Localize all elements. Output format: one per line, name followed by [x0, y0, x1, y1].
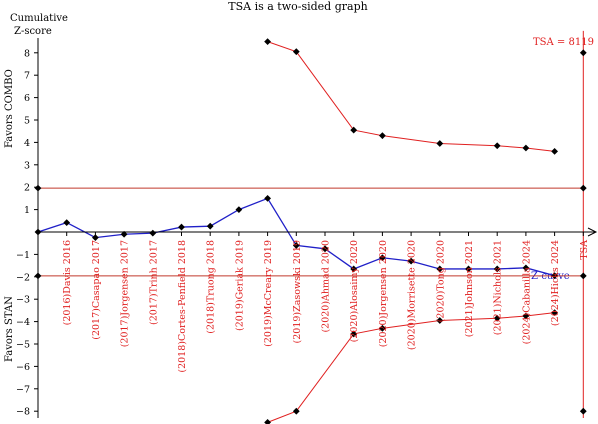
y-tick-label: −4 — [16, 317, 30, 328]
x-tick-label: (2019)Zasowski 2019 — [292, 240, 303, 343]
lower-boundary-point — [264, 419, 271, 424]
y-tick-label: 8 — [24, 48, 30, 59]
x-tick-label: TSA — [579, 240, 590, 260]
y-tick-label: 4 — [24, 138, 30, 149]
z-curve-point — [34, 228, 42, 236]
y-tick-label: −8 — [16, 407, 30, 418]
upper-boundary-point — [436, 140, 444, 147]
z-curve-point — [63, 219, 71, 226]
tsa-marker — [579, 184, 587, 192]
z-curve-point — [551, 272, 558, 280]
x-tick-label: (2021)Nichols 2021 — [493, 240, 504, 335]
x-axis-arrow — [587, 227, 598, 237]
y-tick-label: −5 — [16, 340, 30, 351]
z-curve-point — [264, 195, 271, 202]
x-tick-label: (2017)Casapao 2017 — [91, 240, 102, 340]
y-tick-label: −1 — [16, 250, 30, 261]
x-tick-label: (2019)Geriak 2019 — [234, 240, 245, 331]
lower-boundary-point — [493, 314, 501, 322]
upper-boundary-point — [551, 147, 558, 155]
lower-boundary-point — [350, 330, 358, 338]
x-tick-label: (2020)Jorgensen 2020 — [378, 240, 389, 347]
z-curve-label: Z-curve — [531, 271, 570, 282]
upper-boundary-point — [379, 132, 386, 140]
lower-boundary-point — [551, 309, 558, 317]
chart-title: TSA is a two-sided graph — [228, 0, 367, 13]
z-curve-point — [120, 230, 128, 238]
tsa-marker — [579, 407, 587, 415]
z-curve-point — [407, 257, 415, 265]
y-tick-label: 2 — [24, 183, 30, 194]
y-tick-label: −7 — [16, 384, 30, 395]
upper-boundary-point — [522, 144, 530, 152]
lower-monitoring-boundary — [267, 312, 555, 423]
z-curve-point — [206, 222, 214, 230]
lower-boundary-point — [436, 317, 444, 324]
y-tick-label: 1 — [24, 205, 30, 216]
tsa-label: TSA = 8119 — [533, 37, 594, 48]
upper-boundary-point — [292, 48, 300, 56]
z-curve-point — [92, 234, 99, 241]
x-tick-label: (2017)Jorgensen 2017 — [120, 240, 131, 347]
y-tick-label: 7 — [24, 71, 30, 82]
z-curve-point — [350, 265, 358, 273]
x-tick-label: (2020)Alosaimy 2020 — [349, 240, 360, 342]
upper-boundary-point — [493, 142, 501, 150]
z-curve-point — [235, 206, 243, 213]
favors-combo-label: Favors COMBO — [4, 69, 15, 148]
y-tick-label: 3 — [24, 160, 30, 171]
z-curve-point — [436, 265, 444, 273]
x-tick-label: (2024)Hicks 2024 — [550, 240, 561, 326]
z-curve-point — [379, 254, 386, 262]
upper-monitoring-boundary — [267, 41, 555, 152]
lower-boundary-point — [292, 407, 300, 415]
x-tick-label: (2020)Ahmad 2020 — [321, 240, 332, 333]
conventional-boundary-point — [34, 184, 42, 192]
y-tick-label: −2 — [16, 272, 30, 283]
y-tick-label: 5 — [24, 116, 30, 127]
y-axis-label-bottom: Z-score — [14, 26, 52, 37]
conventional-boundary-point — [34, 272, 42, 280]
upper-boundary-point — [350, 126, 358, 134]
y-tick-label: 6 — [24, 93, 30, 104]
y-tick-label: −6 — [16, 362, 30, 373]
x-tick-label: (2018)Truong 2018 — [206, 240, 217, 334]
upper-boundary-point — [264, 38, 271, 45]
x-tick-label: (2019)McCreary 2019 — [263, 240, 274, 347]
z-curve-point — [493, 265, 501, 273]
x-tick-label: (2018)Cortes-Penfield 2018 — [177, 240, 188, 373]
x-tick-label: (2020)Tong 2020 — [435, 240, 446, 322]
z-curve-point — [292, 242, 300, 249]
x-tick-label: (2016)Davis 2016 — [62, 240, 73, 325]
lower-boundary-point — [379, 324, 386, 332]
z-curve-point — [149, 229, 157, 237]
z-curve-point — [522, 264, 530, 272]
x-tick-label: (2020)Morrisette 2020 — [407, 240, 418, 350]
z-curve-point — [321, 245, 329, 253]
lower-boundary-point — [522, 312, 530, 320]
favors-stan-label: Favors STAN — [4, 296, 15, 362]
tsa-marker — [579, 49, 587, 57]
tsa-marker — [579, 272, 587, 280]
y-axis-label-top: Cumulative — [10, 13, 68, 24]
y-tick-label: −3 — [16, 295, 30, 306]
x-tick-label: (2021)Johnson 2021 — [464, 240, 475, 337]
x-tick-label: (2017)Trinh 2017 — [148, 240, 159, 325]
z-curve-point — [178, 223, 185, 231]
x-tick-label: (2024)Cabanilla 2024 — [521, 240, 532, 344]
z-curve-point — [465, 265, 472, 273]
